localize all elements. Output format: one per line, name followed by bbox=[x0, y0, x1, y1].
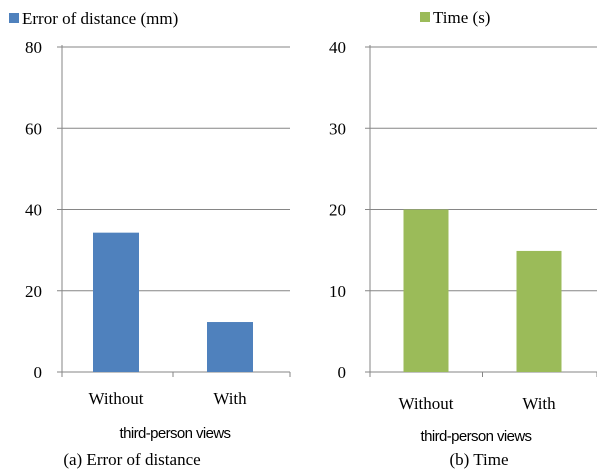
x-tick-labels: Without With bbox=[369, 372, 597, 413]
bar-with bbox=[207, 322, 253, 372]
bars bbox=[403, 209, 562, 372]
y-tick-label: 20 bbox=[25, 282, 42, 301]
x-tick-labels: Without With bbox=[61, 372, 291, 408]
y-tick-label: 80 bbox=[25, 38, 42, 57]
chart-panel-time: Time (s) 0 10 20 30 40 Without With third-per… bbox=[329, 8, 597, 469]
legend-label: Time (s) bbox=[433, 8, 490, 27]
bars bbox=[93, 232, 253, 372]
legend-swatch bbox=[420, 12, 430, 22]
legend-swatch bbox=[9, 13, 19, 23]
y-tick-labels: 0 20 40 60 80 bbox=[25, 38, 42, 382]
x-tick-label: Without bbox=[398, 394, 453, 413]
y-tick-label: 40 bbox=[329, 38, 346, 57]
x-axis-title: third-person views bbox=[421, 428, 532, 445]
chart-panel-error-of-distance: Error of distance (mm) 0 20 40 60 80 Without… bbox=[9, 9, 291, 469]
bar-without bbox=[93, 232, 139, 372]
y-tick-labels: 0 10 20 30 40 bbox=[329, 38, 346, 382]
gridlines bbox=[365, 46, 597, 373]
bar-with bbox=[516, 250, 562, 372]
y-tick-label: 40 bbox=[25, 201, 42, 220]
y-tick-label: 0 bbox=[34, 363, 43, 382]
x-tick-label: With bbox=[522, 394, 556, 413]
y-tick-label: 0 bbox=[338, 363, 347, 382]
y-tick-label: 60 bbox=[25, 119, 42, 138]
y-tick-label: 30 bbox=[329, 119, 346, 138]
x-axis-title: third-person views bbox=[120, 425, 231, 442]
x-tick-label: Without bbox=[88, 389, 143, 408]
panel-caption: (a) Error of distance bbox=[63, 450, 200, 469]
x-tick-label: With bbox=[213, 389, 247, 408]
bar-without bbox=[403, 209, 449, 372]
y-tick-label: 20 bbox=[329, 201, 346, 220]
legend-label: Error of distance (mm) bbox=[22, 9, 178, 28]
gridlines bbox=[57, 46, 290, 373]
y-tick-label: 10 bbox=[329, 282, 346, 301]
panel-caption: (b) Time bbox=[449, 450, 508, 469]
